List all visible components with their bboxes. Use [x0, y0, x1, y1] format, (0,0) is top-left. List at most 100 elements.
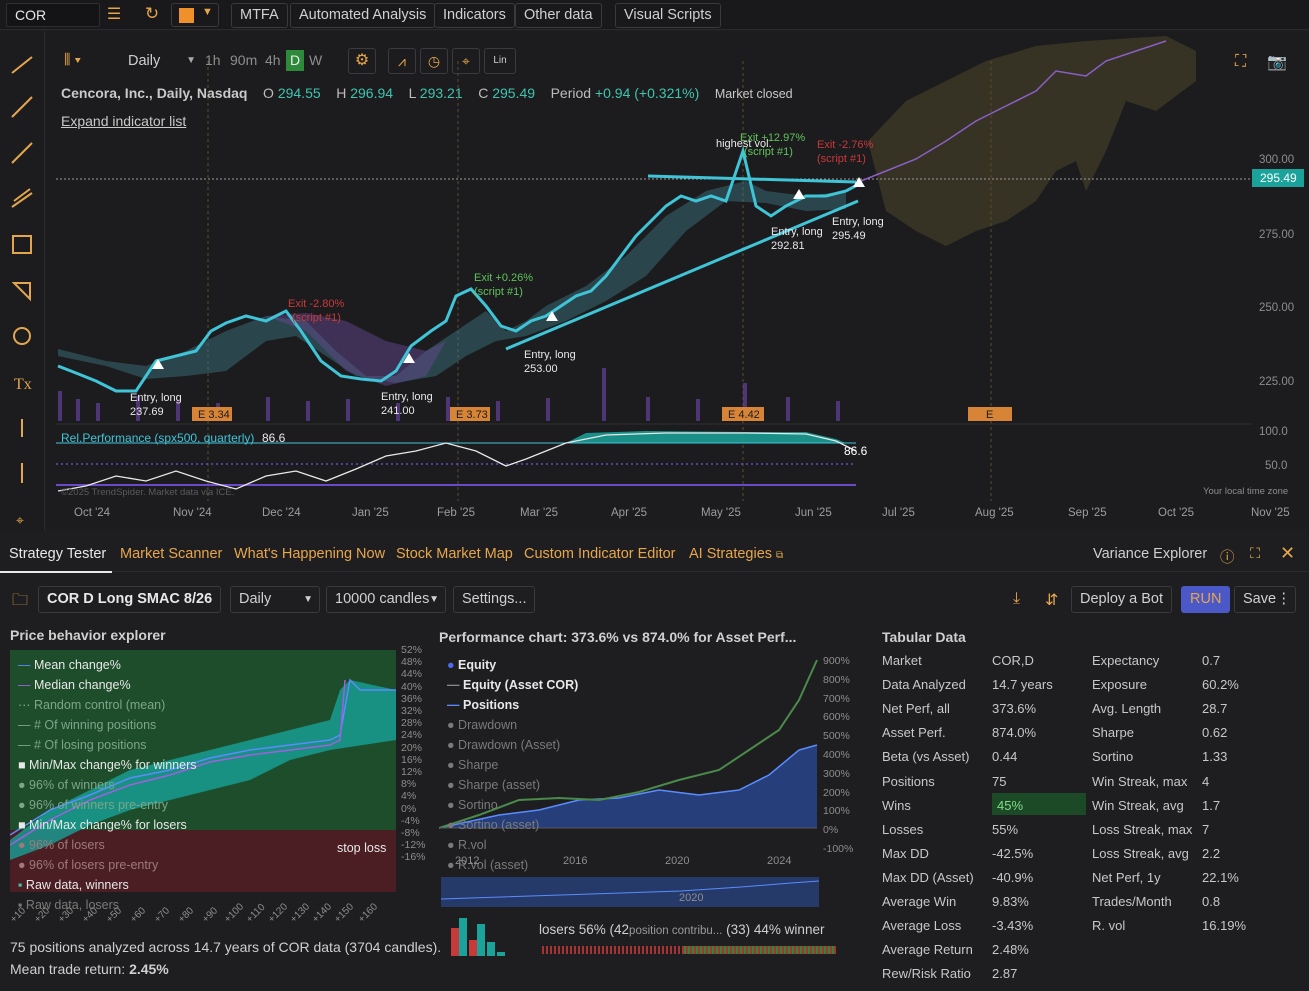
drawing-tools: Tx ⌖	[11, 56, 33, 528]
legend-item[interactable]: ● 96% of losers	[18, 838, 105, 852]
entry-label: Entry, long	[524, 349, 576, 361]
mtfa-button[interactable]: MTFA	[231, 3, 288, 28]
legend-item[interactable]: ■ Min/Max change% for winners	[18, 758, 197, 772]
tabular-value: 0.62	[1202, 725, 1228, 741]
chart-type-button[interactable]: ⫼ ▾	[64, 51, 82, 67]
equity-area	[439, 745, 817, 828]
camera-icon[interactable]: 📷	[1267, 54, 1287, 71]
legend-item[interactable]: ■ Min/Max change% for losers	[18, 818, 187, 832]
open-label: O	[263, 85, 274, 101]
mean-trade-return: Mean trade return: 2.45%	[10, 961, 169, 977]
interval-d[interactable]: D	[286, 50, 304, 71]
share-icon[interactable]: ⇵	[1045, 592, 1059, 609]
main-chart[interactable]: ⫼ ▾ Daily ▼ 1h 90m 4h D W ⚙ ⩘ ◷ ⌖ Lin ⛶ …	[46, 31, 1309, 529]
legend-item[interactable]: — # Of winning positions	[18, 718, 157, 732]
entry-value: 253.00	[524, 363, 558, 375]
tab-ai-strategies[interactable]: AI Strategies ⧉	[689, 546, 783, 562]
earnings-badge	[722, 407, 764, 421]
legend-item[interactable]: ● R.vol	[447, 838, 487, 852]
legend-item[interactable]: — Mean change%	[18, 658, 121, 672]
legend-item[interactable]: — Median change%	[18, 678, 131, 692]
automated-analysis-button[interactable]: Automated Analysis	[290, 3, 436, 28]
interval-90m[interactable]: 90m	[230, 52, 258, 68]
tabular-value: -42.5%	[992, 845, 1034, 861]
legend-item[interactable]: ● Drawdown (Asset)	[447, 738, 561, 752]
legend-item[interactable]: ⋯ Random control (mean)	[18, 698, 166, 712]
tab-strategy-tester[interactable]: Strategy Tester	[9, 546, 107, 562]
clock-icon[interactable]: ◷	[420, 48, 448, 74]
tab-stock-market-map[interactable]: Stock Market Map	[396, 546, 513, 562]
legend-item[interactable]: ● Sharpe	[447, 758, 499, 772]
tabular-key: Max DD (Asset)	[882, 869, 974, 885]
symbol-input[interactable]: COR	[6, 3, 100, 27]
tabular-key: Positions	[882, 773, 935, 789]
ohlc-header: Cencora, Inc., Daily, Nasdaq O 294.55 H …	[61, 85, 793, 101]
legend-item[interactable]: — Positions	[447, 698, 520, 712]
earnings-text: E 3.34	[198, 409, 230, 421]
legend-item[interactable]: — Equity (Asset COR)	[447, 678, 579, 692]
run-button[interactable]: RUN	[1181, 586, 1231, 613]
scan-icon[interactable]: ⩘	[388, 48, 416, 74]
interval-w[interactable]: W	[309, 52, 323, 68]
visual-scripts-button[interactable]: Visual Scripts	[615, 3, 721, 28]
other-data-button[interactable]: Other data	[515, 3, 602, 28]
color-picker-button[interactable]: ▼	[171, 3, 219, 27]
variance-explorer-button[interactable]: Variance Explorer	[1093, 546, 1208, 562]
download-icon[interactable]: ⤓	[1013, 590, 1021, 607]
legend-item[interactable]: ● Sortino	[447, 798, 498, 812]
interval-4h[interactable]: 4h	[265, 52, 281, 68]
pbe-mean-line	[10, 678, 396, 836]
lin-label: Lin	[493, 55, 507, 66]
settings-button[interactable]: Settings...	[453, 586, 536, 613]
perf-chart-svg	[439, 659, 818, 829]
deploy-bot-button[interactable]: Deploy a Bot	[1071, 586, 1173, 613]
help-icon[interactable]: ⓘ	[1220, 550, 1235, 566]
tabular-key: R. vol	[1092, 918, 1126, 934]
fullscreen-icon[interactable]: ⛶	[1235, 53, 1247, 70]
tabular-value: 4	[1202, 773, 1210, 789]
perf-navigator[interactable]: 2020	[440, 877, 820, 907]
interval-select[interactable]: Daily ▼	[122, 49, 198, 73]
tab-market-scanner[interactable]: Market Scanner	[120, 546, 223, 562]
chart-settings-icon[interactable]: ⚙	[348, 48, 376, 74]
svg-text:+20: +20	[32, 905, 52, 925]
legend-item[interactable]: ● Sharpe (asset)	[447, 778, 541, 792]
relperf-value: 86.6	[262, 431, 286, 445]
contribution-strip-winners	[684, 946, 836, 954]
tab-custom-indicator-editor[interactable]: Custom Indicator Editor	[524, 546, 676, 562]
tabular-key: Trades/Month	[1092, 894, 1172, 909]
folder-icon[interactable]: 🗀	[12, 592, 29, 609]
legend-item[interactable]: ▪ Raw data, losers	[18, 898, 120, 912]
maximize-icon[interactable]: ⛶	[1250, 546, 1261, 562]
log-scale-button[interactable]: Lin	[484, 48, 516, 74]
indicators-button[interactable]: Indicators	[434, 3, 515, 28]
legend-item[interactable]: ● Sortino (asset)	[447, 818, 540, 832]
candles-select[interactable]: 10000 candles ▼	[326, 586, 446, 613]
strategy-toolbar: 🗀 COR D Long SMAC 8/26 Daily ▼ 10000 cand…	[0, 585, 1309, 617]
strategy-name[interactable]: COR D Long SMAC 8/26	[38, 586, 222, 613]
legend-item[interactable]: ● 96% of losers pre-entry	[18, 858, 159, 872]
legend-item[interactable]: ● R.vol (asset)	[447, 858, 529, 872]
refresh-icon[interactable]: ↻	[144, 4, 160, 23]
tabular-value: 0.8	[1202, 894, 1221, 909]
crosshair-icon[interactable]: ⌖	[452, 48, 480, 74]
strategy-interval-select[interactable]: Daily ▼	[230, 586, 320, 613]
watchlist-add-icon[interactable]: ☰	[106, 6, 122, 23]
close-icon[interactable]: ✕	[1280, 543, 1296, 563]
legend-item[interactable]: ▪ Raw data, winners	[18, 878, 129, 892]
tabular-value: 60.2%	[1202, 677, 1239, 693]
legend-item[interactable]: ● Equity	[447, 658, 497, 672]
legend-item[interactable]: ● 96% of winners pre-entry	[18, 798, 168, 812]
legend-item[interactable]: ● 96% of winners	[18, 778, 115, 792]
tabular-key: Average Loss	[882, 918, 962, 934]
tab-whats-happening[interactable]: What's Happening Now	[234, 546, 386, 562]
interval-1h[interactable]: 1h	[205, 52, 221, 68]
save-button[interactable]: Save ⋮	[1234, 586, 1296, 613]
tabular-key: Loss Streak, avg	[1092, 845, 1189, 861]
time-tick: Aug '25	[975, 507, 1014, 519]
time-tick: Mar '25	[520, 507, 558, 519]
legend-item[interactable]: ● Drawdown	[447, 718, 518, 732]
pbe-scatter	[10, 680, 396, 860]
expand-indicator-list-link[interactable]: Expand indicator list	[61, 113, 187, 129]
legend-item[interactable]: — # Of losing positions	[18, 738, 147, 752]
